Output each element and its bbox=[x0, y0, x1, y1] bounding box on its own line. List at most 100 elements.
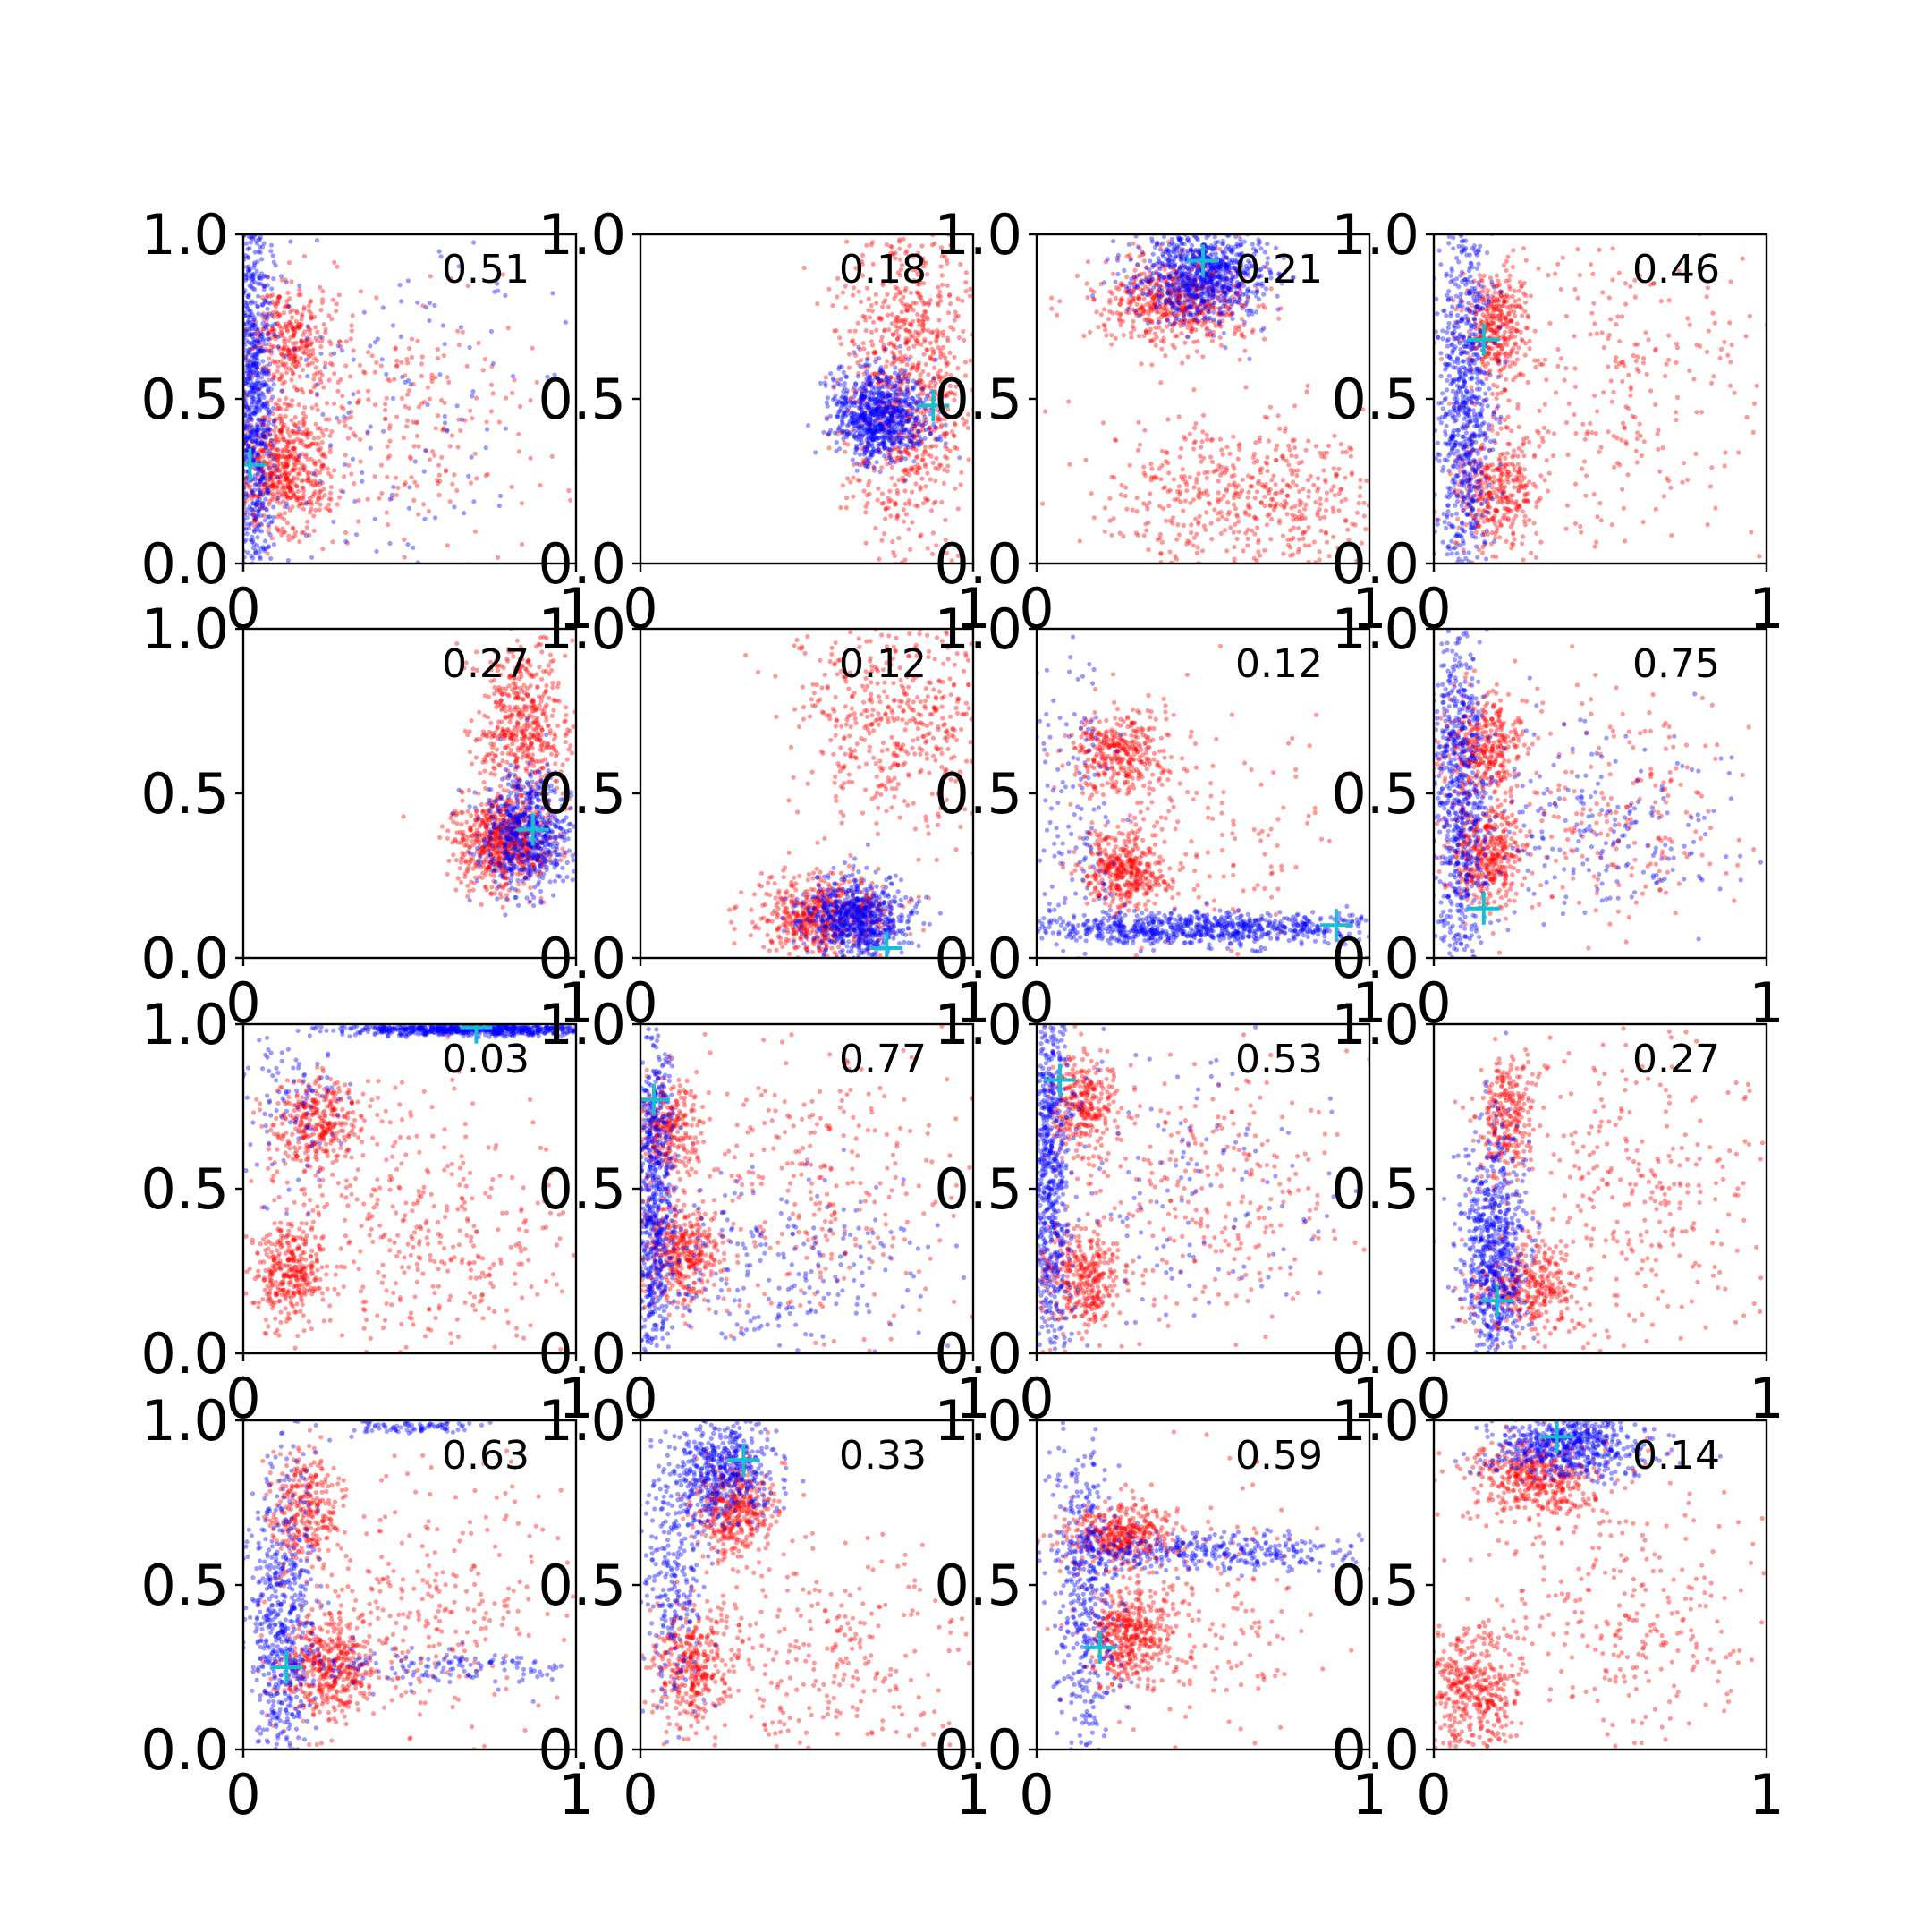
blue-series-point bbox=[860, 410, 865, 415]
red-series-point bbox=[888, 375, 894, 380]
red-series-point bbox=[470, 416, 475, 421]
red-series-point bbox=[899, 377, 904, 383]
red-series-point bbox=[268, 483, 274, 489]
blue-series-point bbox=[1194, 293, 1199, 299]
red-series-point bbox=[1233, 283, 1239, 289]
red-series-point bbox=[1153, 283, 1158, 288]
red-series-point bbox=[846, 365, 852, 370]
red-series-point bbox=[948, 325, 953, 330]
red-series-point bbox=[923, 260, 928, 266]
blue-series-point bbox=[908, 401, 914, 406]
red-series-point bbox=[901, 371, 906, 377]
red-series-point bbox=[528, 455, 533, 461]
red-series-point bbox=[252, 330, 258, 335]
red-series-point bbox=[291, 446, 296, 452]
blue-series-point bbox=[898, 397, 904, 402]
red-series-point bbox=[894, 488, 900, 494]
red-series-point bbox=[286, 533, 292, 538]
red-series-point bbox=[280, 333, 285, 338]
blue-series-point bbox=[250, 501, 256, 506]
blue-series-point bbox=[886, 429, 892, 436]
blue-series-point bbox=[261, 274, 267, 279]
red-series-point bbox=[918, 279, 923, 284]
red-series-point bbox=[402, 403, 408, 409]
blue-series-point bbox=[254, 338, 259, 343]
blue-series-point bbox=[890, 405, 895, 411]
red-series-point bbox=[307, 532, 312, 538]
blue-series-point bbox=[1216, 265, 1222, 270]
red-series-point bbox=[278, 428, 284, 433]
blue-series-point bbox=[876, 392, 882, 397]
blue-series-point bbox=[1246, 273, 1251, 278]
red-series-point bbox=[1119, 295, 1124, 301]
red-series-point bbox=[894, 324, 899, 329]
red-series-point bbox=[255, 494, 260, 499]
blue-series-point bbox=[261, 402, 267, 407]
red-series-point bbox=[1232, 492, 1237, 497]
blue-series-point bbox=[880, 370, 886, 376]
blue-series-point bbox=[246, 374, 251, 379]
red-series-point bbox=[1295, 468, 1301, 473]
red-series-point bbox=[336, 292, 342, 298]
red-series-point bbox=[1223, 287, 1228, 292]
blue-series-point bbox=[888, 437, 894, 443]
blue-series-point bbox=[910, 433, 916, 439]
red-series-point bbox=[255, 334, 260, 339]
blue-series-point bbox=[865, 456, 870, 462]
red-series-point bbox=[945, 393, 950, 398]
red-series-point bbox=[326, 377, 332, 383]
red-series-point bbox=[490, 391, 496, 396]
blue-series-point bbox=[254, 428, 259, 434]
red-series-point bbox=[344, 540, 350, 546]
blue-series-point bbox=[249, 521, 254, 526]
red-series-point bbox=[1241, 323, 1247, 328]
red-series-point bbox=[275, 485, 280, 490]
blue-series-point bbox=[877, 390, 882, 395]
blue-series-point bbox=[844, 423, 851, 428]
blue-series-point bbox=[853, 381, 859, 386]
blue-series-point bbox=[488, 328, 495, 334]
red-series-point bbox=[1291, 517, 1296, 522]
red-series-point bbox=[858, 422, 864, 428]
red-series-point bbox=[1177, 295, 1182, 301]
blue-series-point bbox=[265, 336, 271, 342]
red-series-point bbox=[284, 464, 290, 470]
red-series-point bbox=[852, 390, 859, 395]
red-series-point bbox=[352, 433, 359, 438]
red-series-point bbox=[915, 467, 920, 472]
red-series-point bbox=[855, 360, 860, 366]
blue-series-point bbox=[906, 401, 911, 406]
blue-series-point bbox=[873, 408, 878, 413]
blue-series-point bbox=[1168, 254, 1174, 259]
red-series-point bbox=[337, 495, 343, 500]
blue-series-point bbox=[855, 374, 860, 379]
red-series-point bbox=[1163, 263, 1168, 268]
red-series-point bbox=[1156, 275, 1162, 282]
red-series-point bbox=[1175, 272, 1181, 278]
red-series-point bbox=[1301, 487, 1306, 492]
red-series-point bbox=[320, 462, 326, 469]
blue-series-point bbox=[1173, 262, 1178, 267]
red-series-point bbox=[1163, 485, 1168, 490]
blue-series-point bbox=[248, 367, 253, 372]
red-series-point bbox=[1109, 532, 1114, 538]
blue-series-point bbox=[876, 443, 881, 448]
red-series-point bbox=[943, 517, 948, 522]
red-series-point bbox=[1203, 263, 1209, 268]
red-series-point bbox=[287, 353, 292, 359]
red-series-point bbox=[425, 385, 430, 390]
red-series-point bbox=[278, 514, 284, 520]
red-series-point bbox=[292, 446, 297, 452]
red-series-point bbox=[285, 348, 291, 353]
red-series-point bbox=[894, 317, 899, 322]
red-series-point bbox=[277, 475, 283, 480]
red-series-point bbox=[387, 438, 393, 444]
red-series-point bbox=[1179, 331, 1184, 336]
blue-series-point bbox=[852, 385, 858, 390]
blue-series-point bbox=[257, 380, 262, 386]
blue-series-point bbox=[865, 404, 870, 410]
red-series-point bbox=[404, 356, 410, 362]
red-series-point bbox=[884, 377, 889, 382]
red-series-point bbox=[292, 533, 298, 538]
